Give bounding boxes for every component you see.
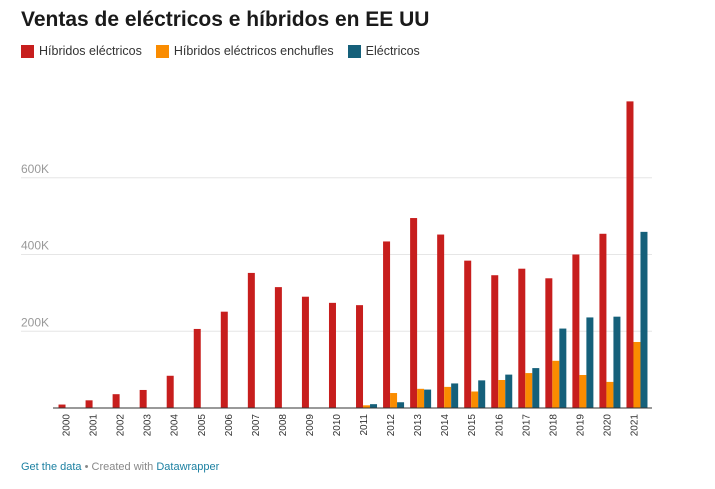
bar-1-2016 [498, 379, 506, 408]
bar-2-2013 [424, 389, 432, 408]
legend-label-plugin-hybrid: Híbridos eléctricos enchufles [173, 44, 334, 58]
bar-0-2005 [193, 328, 201, 408]
y-tick-label: 600K [21, 162, 49, 176]
x-tick-label: 2000 [62, 414, 73, 437]
bar-1-2013 [417, 388, 425, 408]
bar-0-2001 [85, 400, 93, 408]
x-tick-label: 2004 [170, 414, 181, 437]
bar-2-2011 [370, 404, 378, 408]
bar-1-2017 [525, 373, 533, 408]
x-tick-label: 2015 [467, 414, 478, 437]
x-tick-label: 2007 [251, 414, 262, 437]
bar-2-2017 [532, 368, 540, 408]
bar-1-2021 [633, 341, 641, 408]
chart-footer: Get the data • Created with Datawrapper [21, 461, 219, 473]
legend-item-plugin-hybrid: Híbridos eléctricos enchufles [155, 44, 334, 58]
bar-1-2012 [390, 393, 398, 408]
x-tick-label: 2011 [359, 414, 370, 436]
x-tick-label: 2005 [197, 414, 208, 437]
bar-0-2008 [274, 287, 282, 408]
bar-2-2015 [478, 380, 486, 408]
bar-0-2018 [545, 278, 553, 408]
x-tick-label: 2002 [116, 414, 127, 437]
bar-2-2016 [505, 374, 513, 408]
bar-0-2002 [112, 394, 120, 408]
datawrapper-link[interactable]: Datawrapper [156, 461, 220, 473]
bar-1-2019 [579, 374, 587, 408]
x-tick-label: 2010 [332, 414, 343, 437]
x-tick-label: 2018 [548, 414, 559, 437]
bar-1-2014 [444, 386, 452, 408]
bar-0-2019 [572, 254, 580, 408]
x-tick-label: 2021 [629, 414, 640, 437]
legend-item-electric: Eléctricos [347, 44, 420, 58]
legend-swatch-plugin-hybrid [155, 44, 169, 58]
x-tick-label: 2008 [278, 414, 289, 437]
bar-0-2021 [626, 101, 634, 408]
bar-1-2018 [552, 360, 560, 408]
x-tick-label: 2013 [413, 414, 424, 437]
y-tick-label: 200K [21, 315, 49, 329]
bar-2-2020 [613, 316, 621, 408]
bar-2-2018 [559, 328, 567, 408]
bar-0-2012 [383, 241, 391, 408]
bar-0-2007 [247, 272, 255, 408]
x-tick-label: 2009 [305, 414, 316, 437]
x-tick-label: 2006 [224, 414, 235, 437]
legend-item-hybrid: Híbridos eléctricos [21, 44, 142, 58]
x-tick-label: 2014 [440, 414, 451, 437]
bar-2-2012 [397, 402, 405, 408]
bar-2-2019 [586, 317, 594, 408]
footer-credit-text: • Created with [81, 461, 157, 473]
legend-label-electric: Eléctricos [365, 44, 420, 58]
x-tick-label: 2016 [494, 414, 505, 437]
bar-0-2015 [464, 260, 472, 408]
get-data-link[interactable]: Get the data [21, 461, 82, 473]
bar-0-2013 [410, 218, 418, 408]
bar-0-2011 [356, 305, 364, 408]
bar-1-2015 [471, 391, 479, 408]
x-tick-label: 2003 [143, 414, 154, 437]
bar-0-2009 [301, 296, 309, 408]
bar-0-2004 [166, 375, 174, 408]
y-tick-label: 400K [21, 239, 49, 253]
bar-0-2017 [518, 268, 526, 408]
x-tick-label: 2001 [89, 414, 100, 437]
bar-0-2020 [599, 233, 607, 408]
legend-label-hybrid: Híbridos eléctricos [39, 44, 142, 58]
bar-2-2021 [640, 231, 648, 408]
bar-2-2014 [451, 383, 459, 408]
bar-0-2000 [58, 404, 66, 408]
chart-title: Ventas de eléctricos e híbridos en EE UU [21, 8, 430, 31]
bar-1-2011 [363, 405, 371, 408]
chart-legend: Híbridos eléctricos Híbridos eléctricos … [21, 44, 420, 58]
bar-0-2006 [220, 311, 228, 408]
bar-0-2014 [437, 234, 445, 408]
legend-swatch-hybrid [21, 44, 34, 58]
x-tick-label: 2020 [602, 414, 613, 437]
bar-0-2010 [328, 302, 336, 408]
legend-swatch-electric [347, 44, 361, 58]
bar-0-2016 [491, 275, 499, 408]
bar-1-2020 [606, 381, 614, 408]
x-tick-label: 2012 [386, 414, 397, 437]
x-tick-label: 2017 [521, 414, 532, 437]
x-tick-label: 2019 [575, 414, 586, 437]
bar-0-2003 [139, 389, 147, 408]
